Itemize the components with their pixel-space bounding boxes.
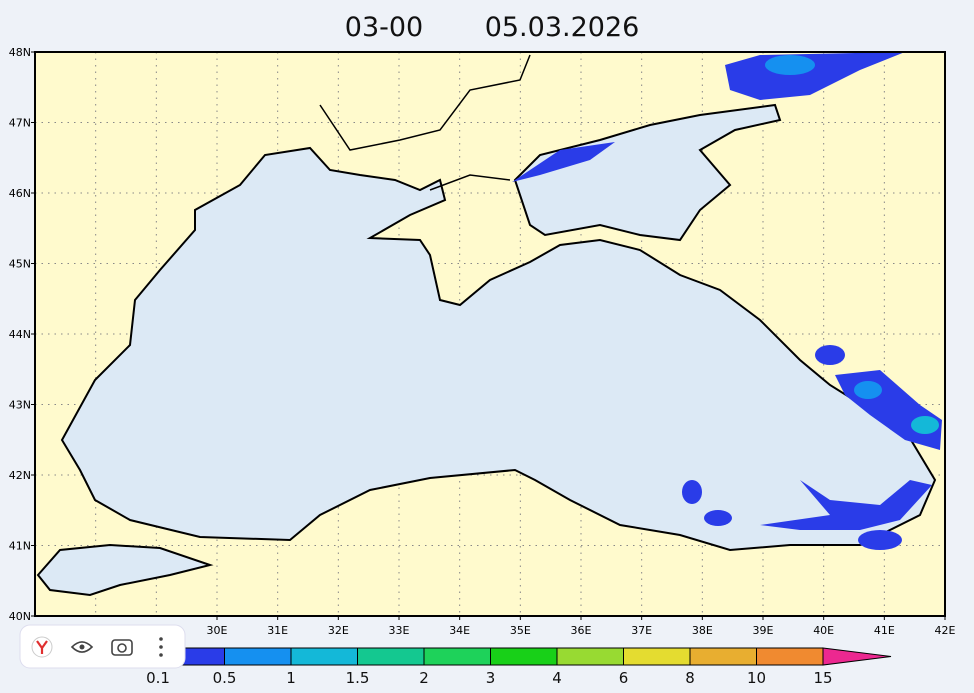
colorbar-extend	[822, 647, 892, 666]
precipitation	[512, 52, 942, 550]
lon-label: 30E	[207, 624, 228, 637]
toolbar[interactable]	[19, 624, 186, 669]
precip-area	[858, 530, 902, 550]
lat-label: 46N	[9, 187, 31, 200]
lon-label: 42E	[935, 624, 956, 637]
map-time: 03-00	[345, 12, 423, 43]
view-icon-pupil	[79, 644, 85, 650]
colorbar-label: 4	[552, 669, 562, 687]
lat-label: 45N	[9, 258, 31, 271]
view-icon[interactable]	[70, 641, 94, 653]
colorbar-label: 10	[747, 669, 766, 687]
colorbar-label: 0.1	[146, 669, 170, 687]
precip-area	[512, 142, 615, 182]
coastline	[319, 54, 531, 191]
lon-label: 38E	[692, 624, 713, 637]
colorbar-segment	[224, 647, 292, 666]
sea-of-azov	[513, 103, 782, 242]
colorbar-segment	[756, 647, 824, 666]
lat-label: 40N	[9, 610, 31, 623]
toolbar-panel	[19, 624, 186, 669]
lon-label: 34E	[449, 624, 470, 637]
dot	[159, 653, 163, 657]
colorbar-label: 1	[286, 669, 296, 687]
lon-label: 33E	[389, 624, 410, 637]
colorbar-segment	[290, 647, 358, 666]
lon-label: 32E	[328, 624, 349, 637]
precip-area	[854, 381, 882, 399]
lat-label: 43N	[9, 399, 31, 412]
lat-label: 41N	[9, 540, 31, 553]
colorbar-segment	[623, 647, 691, 666]
precip-area	[682, 480, 702, 504]
screenshot-icon[interactable]	[111, 639, 133, 656]
colorbar-label: 2	[419, 669, 429, 687]
colorbar-label: 0.5	[213, 669, 237, 687]
black-sea	[60, 146, 937, 552]
lon-label: 36E	[571, 624, 592, 637]
map-date: 05.03.2026	[485, 12, 640, 43]
lon-label: 37E	[631, 624, 652, 637]
lat-label: 44N	[9, 328, 31, 341]
colorbar-label: 6	[619, 669, 629, 687]
lat-label: 47N	[9, 117, 31, 130]
screenshot-icon-lens	[117, 643, 127, 653]
lon-label: 31E	[267, 624, 288, 637]
colorbar: 0.1 0.5 1 1.5 2 3 4 6 8 10 15	[146, 647, 892, 687]
colorbar-label: 15	[813, 669, 832, 687]
colorbar-label: 3	[486, 669, 496, 687]
colorbar-segment	[556, 647, 624, 666]
colorbar-segment	[357, 647, 425, 666]
dot	[159, 637, 163, 641]
lon-label: 39E	[753, 624, 774, 637]
precip-area	[911, 416, 939, 434]
lat-label: 48N	[9, 46, 31, 59]
more-icon[interactable]	[159, 637, 163, 657]
precip-area	[815, 345, 845, 365]
precip-area	[704, 510, 732, 526]
lon-label: 40E	[813, 624, 834, 637]
browser-logo	[36, 640, 48, 654]
precip-area	[760, 480, 932, 530]
colorbar-segment	[490, 647, 558, 666]
sea-of-marmara	[36, 543, 214, 597]
lon-label: 35E	[510, 624, 531, 637]
dot	[159, 645, 163, 649]
colorbar-segment	[423, 647, 491, 666]
precip-area	[765, 55, 815, 75]
colorbar-label: 1.5	[346, 669, 370, 687]
lon-label: 41E	[874, 624, 895, 637]
colorbar-segment	[689, 647, 757, 666]
colorbar-label: 8	[685, 669, 695, 687]
lat-label: 42N	[9, 469, 31, 482]
